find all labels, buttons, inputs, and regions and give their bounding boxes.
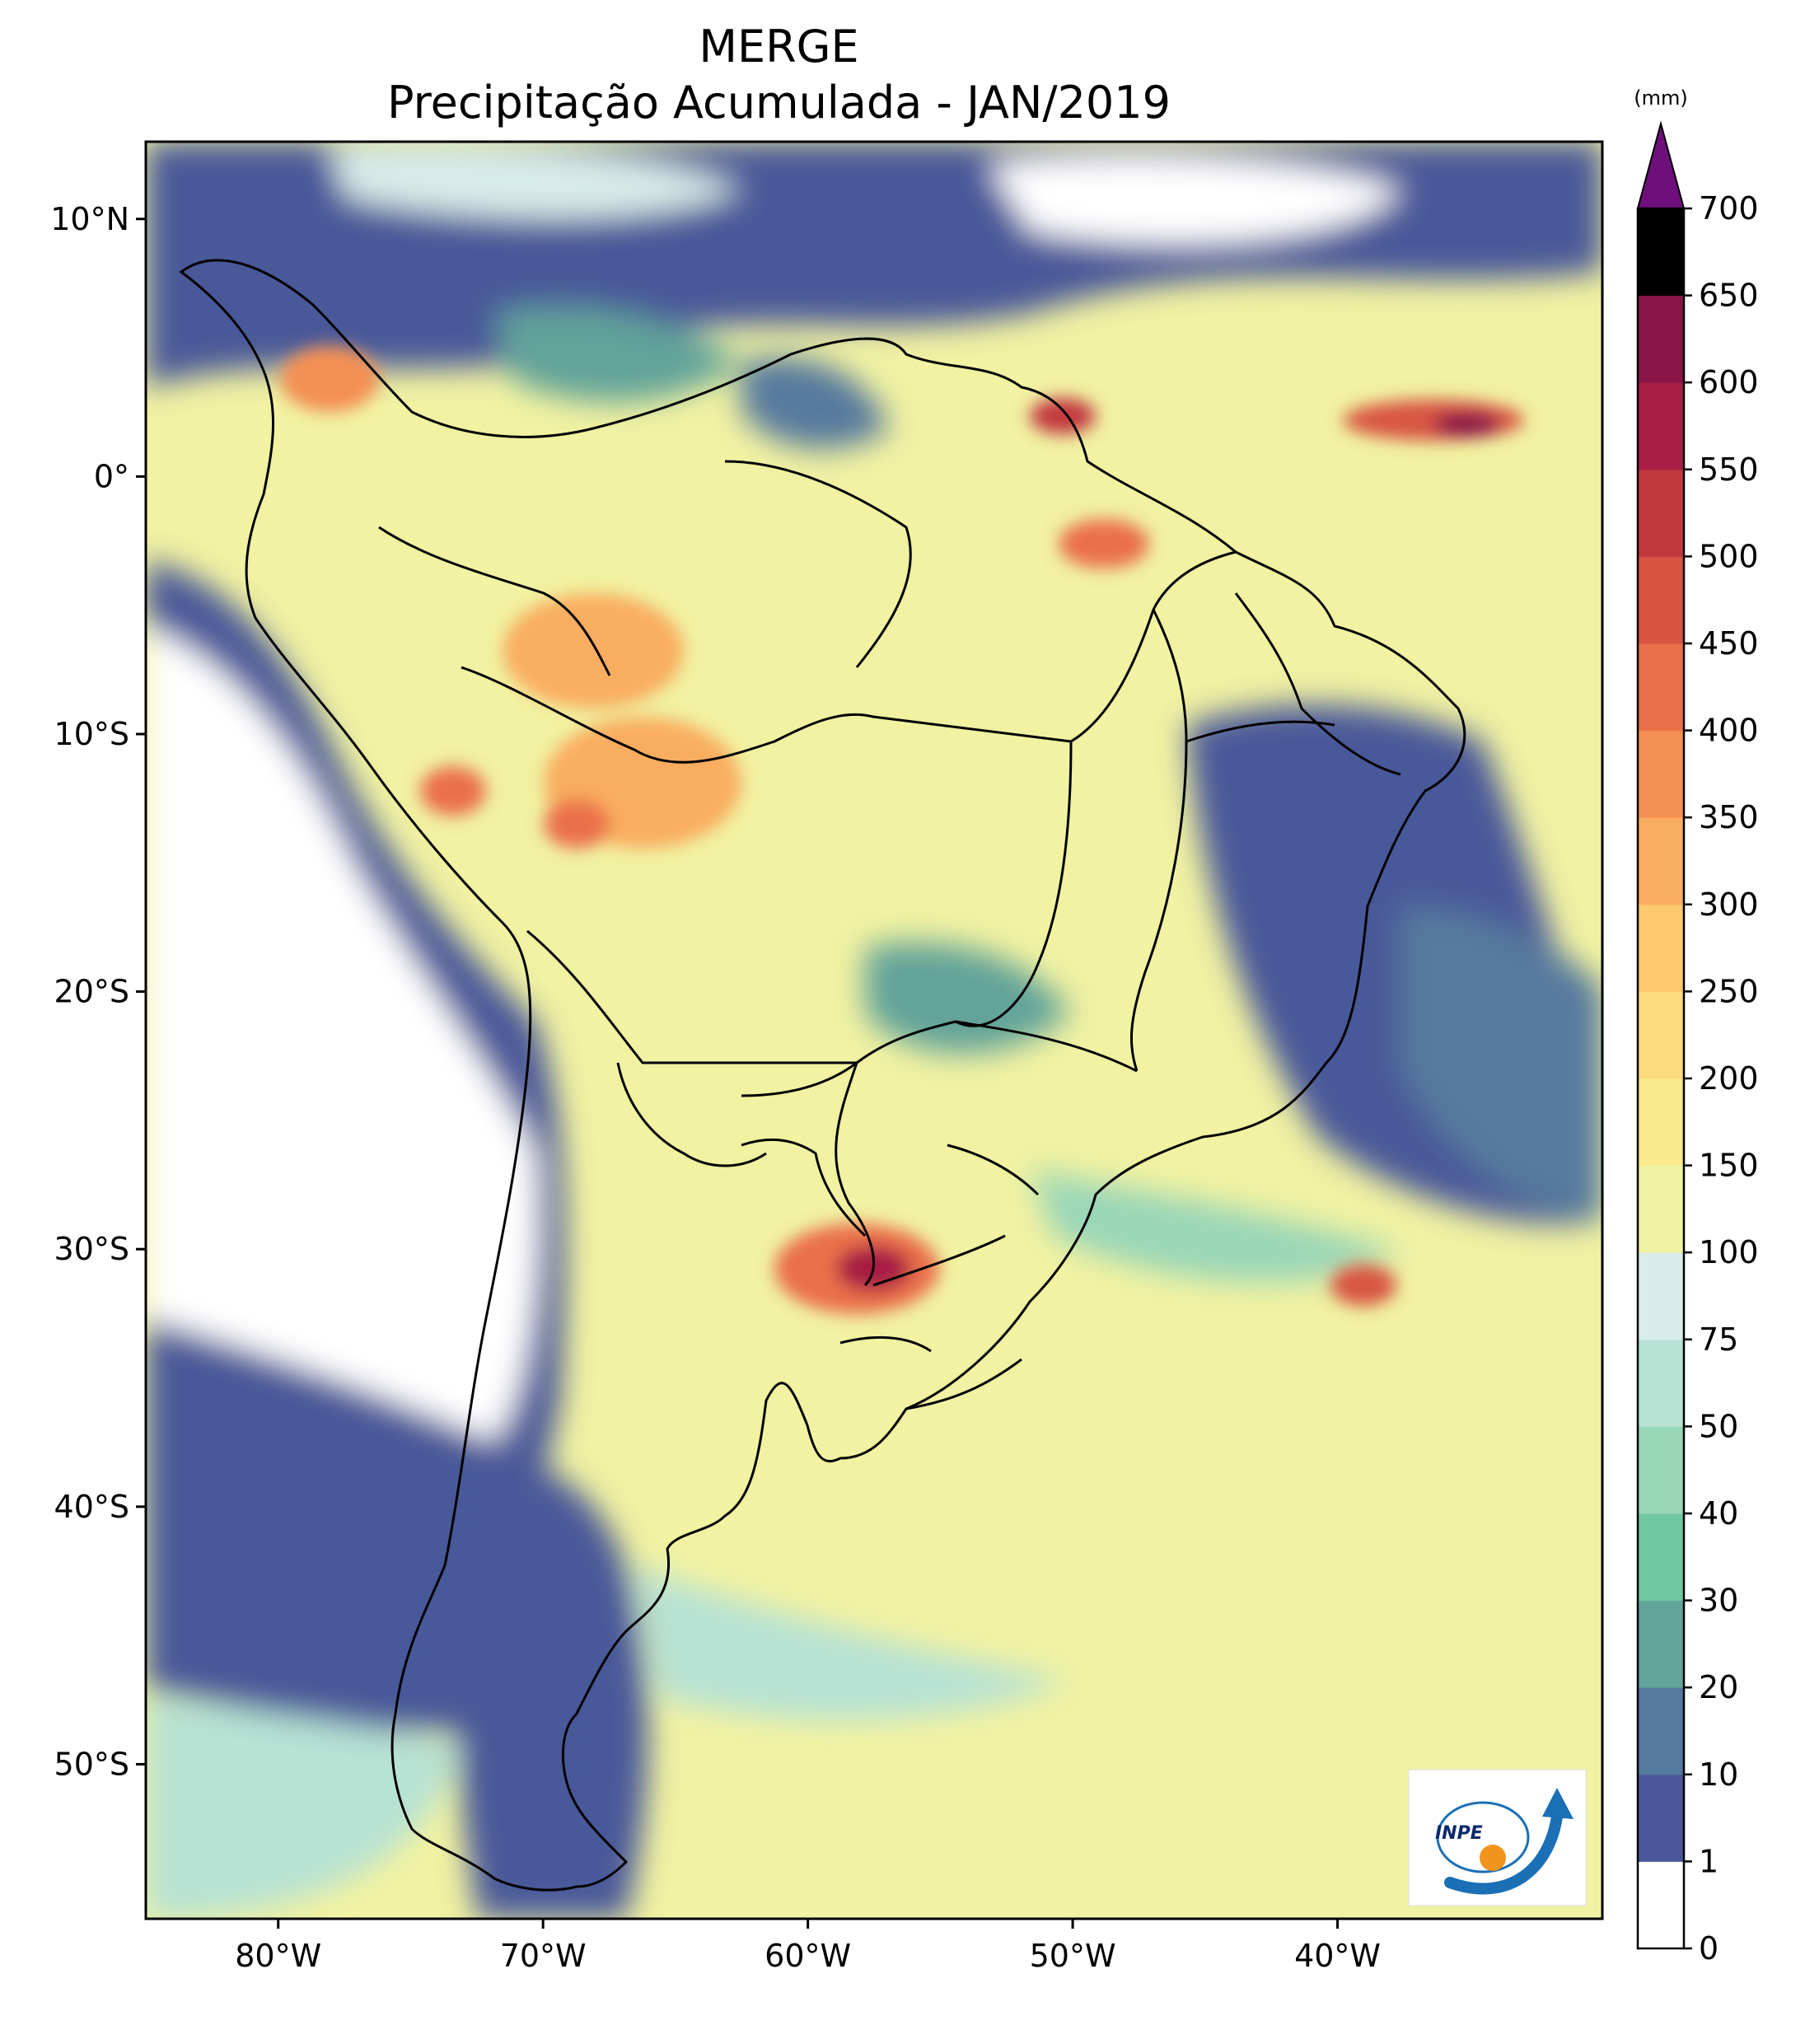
logo-text: INPE	[1435, 1823, 1483, 1844]
colorbar-segment	[1638, 208, 1684, 297]
lat-tick-label: 40°S	[54, 1489, 129, 1525]
lat-tick-label: 50°S	[54, 1746, 129, 1782]
colorbar-tick-label: 1	[1699, 1843, 1718, 1879]
colorbar-tick-label: 200	[1699, 1060, 1759, 1097]
colorbar-tick-label: 600	[1699, 364, 1759, 400]
colorbar-tick-label: 100	[1699, 1234, 1759, 1270]
colorbar-tick-label: 350	[1699, 799, 1759, 835]
lat-axis: 10°N 0° 10°S 20°S 30°S 40°S 50°S	[50, 201, 146, 1782]
lat-tick-label: 10°N	[50, 201, 129, 237]
colorbar-segment	[1638, 1426, 1684, 1514]
lon-tick-label: 40°W	[1294, 1938, 1381, 1974]
colorbar-segment	[1638, 1339, 1684, 1427]
colorbar: 0 1 10 20 30 40 50 75 100 150 200 250 300 350 400 450 50…	[1636, 120, 1759, 1967]
colorbar-tick-label: 0	[1699, 1930, 1718, 1967]
colorbar-tick-label: 300	[1699, 886, 1759, 923]
country-borders	[179, 259, 1466, 1892]
colorbar-segment	[1638, 730, 1684, 818]
lat-tick-label: 20°S	[54, 974, 129, 1010]
colorbar-unit: (mm)	[1634, 87, 1687, 110]
lat-tick-label: 30°S	[54, 1231, 129, 1267]
colorbar-segment	[1638, 904, 1684, 992]
colorbar-extend-arrow	[1636, 120, 1686, 209]
map-subtitle: Precipitação Acumulada - JAN/2019	[386, 77, 1171, 129]
colorbar-tick-label: 75	[1699, 1321, 1738, 1358]
lon-tick-label: 70°W	[500, 1938, 587, 1974]
lon-tick-label: 60°W	[765, 1938, 851, 1974]
colorbar-segment	[1638, 643, 1684, 732]
colorbar-tick-label: 40	[1699, 1495, 1738, 1532]
colorbar-segment	[1638, 991, 1684, 1079]
colorbar-segment	[1638, 1078, 1684, 1167]
lon-axis: 80°W 70°W 60°W 50°W 40°W	[235, 1919, 1381, 1974]
colorbar-tick-label: 50	[1699, 1408, 1738, 1444]
colorbar-segment	[1638, 1687, 1684, 1775]
lon-tick-label: 80°W	[235, 1938, 321, 1974]
colorbar-segment	[1638, 1165, 1684, 1253]
colorbar-tick-label: 550	[1699, 451, 1759, 488]
lat-tick-label: 0°	[94, 458, 129, 494]
precipitation-field	[146, 142, 1602, 1919]
colorbar-segment	[1638, 1252, 1684, 1340]
colorbar-segment	[1638, 295, 1684, 383]
colorbar-segment	[1638, 382, 1684, 470]
colorbar-segment	[1638, 1861, 1684, 1949]
colorbar-tick-label: 500	[1699, 538, 1759, 574]
colorbar-tick-label: 20	[1699, 1669, 1738, 1705]
colorbar-tick-label: 650	[1699, 278, 1759, 314]
colorbar-tick-label: 700	[1699, 190, 1759, 227]
colorbar-tick-label: 250	[1699, 973, 1759, 1009]
colorbar-segment	[1638, 556, 1684, 644]
colorbar-tick-label: 150	[1699, 1148, 1759, 1184]
map-title: MERGE	[699, 21, 859, 72]
colorbar-tick-label: 450	[1699, 625, 1759, 662]
colorbar-tick-label: 10	[1699, 1756, 1738, 1793]
colorbar-segment	[1638, 1513, 1684, 1602]
lat-tick-label: 10°S	[54, 716, 129, 752]
colorbar-segment	[1638, 1600, 1684, 1688]
colorbar-tick-label: 30	[1699, 1583, 1738, 1619]
colorbar-segment	[1638, 817, 1684, 905]
plot-frame	[144, 140, 1604, 1920]
inpe-logo: INPE	[1408, 1769, 1587, 1906]
colorbar-segment	[1638, 469, 1684, 557]
colorbar-segment	[1638, 1774, 1684, 1862]
lon-tick-label: 50°W	[1030, 1938, 1116, 1974]
colorbar-tick-label: 400	[1699, 713, 1759, 749]
